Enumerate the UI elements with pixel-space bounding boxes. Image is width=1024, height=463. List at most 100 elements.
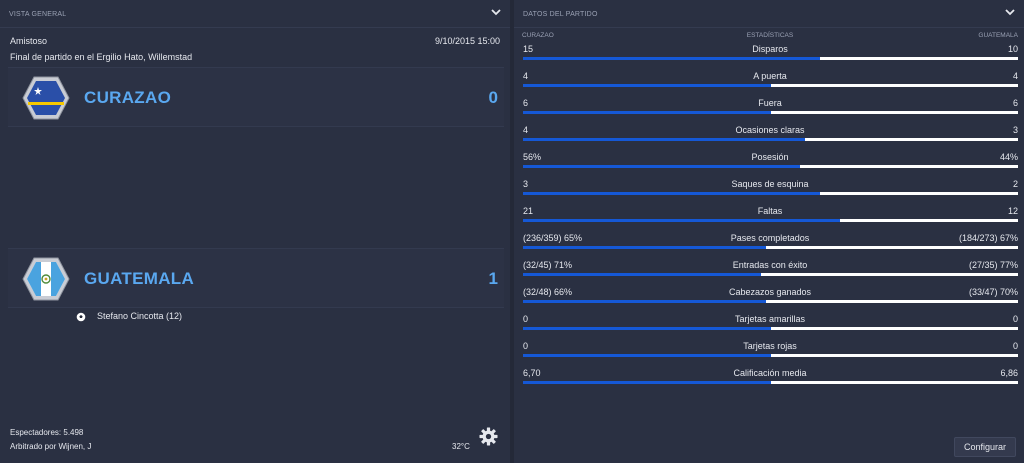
stat-row: A puerta 4 4	[522, 66, 1018, 93]
stat-home-share-fill	[523, 219, 840, 222]
stat-home-value: 4	[523, 125, 529, 135]
stat-label: Ocasiones claras	[735, 125, 805, 135]
configure-button[interactable]: Configurar	[954, 437, 1016, 457]
stat-comparison-bar	[523, 354, 1018, 357]
home-team-row[interactable]: CURAZAO 0	[8, 67, 504, 127]
stat-away-value: 10	[1007, 44, 1018, 54]
stat-home-value: (236/359) 65%	[523, 233, 583, 243]
overview-title: VISTA GENERAL	[9, 11, 67, 18]
stat-label: A puerta	[753, 71, 787, 81]
stat-row: Fuera 6 6	[522, 93, 1018, 120]
stat-home-share-fill	[523, 111, 771, 114]
stat-row: Faltas 21 12	[522, 201, 1018, 228]
home-column-label: CURAZAO	[522, 32, 554, 39]
stat-home-share-fill	[523, 273, 761, 276]
away-column-label: GUATEMALA	[978, 32, 1018, 39]
stat-home-value: 56%	[523, 152, 542, 162]
stat-row: Pases completados (236/359) 65% (184/273) …	[522, 228, 1018, 255]
stat-home-share-fill	[523, 138, 806, 141]
stat-home-value: 0	[523, 341, 529, 351]
stat-away-value: 0	[1012, 314, 1018, 324]
stat-home-value: 21	[523, 206, 534, 216]
stat-home-value: 15	[523, 44, 534, 54]
stat-label: Faltas	[757, 206, 783, 216]
football-icon	[76, 312, 86, 322]
stat-label: Posesión	[751, 152, 789, 162]
stat-home-share-fill	[523, 57, 820, 60]
stat-home-value: 6	[523, 98, 529, 108]
stat-comparison-bar	[523, 246, 1018, 249]
temperature-label: 32°C	[452, 442, 470, 451]
stat-home-value: 0	[523, 314, 529, 324]
scorer-name: Stefano Cincotta (12)	[97, 311, 183, 321]
stat-away-value: 6	[1012, 98, 1018, 108]
stat-home-value: (32/48) 66%	[523, 287, 573, 297]
referee-label: Arbitrado por Wijnen, J	[10, 442, 92, 451]
stat-comparison-bar	[523, 84, 1018, 87]
stat-label: Entradas con éxito	[732, 260, 808, 270]
stat-away-value: 12	[1007, 206, 1018, 216]
stat-row: Posesión 56% 44%	[522, 147, 1018, 174]
stat-label: Calificación media	[733, 368, 807, 378]
competition-label: Amistoso	[10, 36, 48, 46]
match-stats-panel: DATOS DEL PARTIDO CURAZAO ESTADÍSTICAS G…	[514, 0, 1024, 463]
stat-home-share-fill	[523, 165, 801, 168]
stat-home-share-fill	[523, 327, 771, 330]
venue-label: Final de partido en el Ergilio Hato, Wil…	[10, 52, 193, 62]
guatemala-flag-badge	[22, 257, 70, 301]
stat-row: Ocasiones claras 4 3	[522, 120, 1018, 147]
match-datetime: 9/10/2015 15:00	[434, 36, 500, 46]
overview-panel: VISTA GENERAL Amistoso 9/10/2015 15:00 F…	[0, 0, 510, 463]
home-team-score: 0	[488, 88, 498, 107]
match-stats-title: DATOS DEL PARTIDO	[523, 11, 598, 18]
stat-comparison-bar	[523, 138, 1018, 141]
stat-comparison-bar	[523, 273, 1018, 276]
stat-comparison-bar	[523, 165, 1018, 168]
stat-home-share-fill	[523, 246, 766, 249]
stat-row: Calificación media 6,70 6,86	[522, 363, 1018, 390]
chevron-down-icon[interactable]	[1004, 6, 1016, 18]
stat-label: Tarjetas rojas	[743, 341, 797, 351]
stat-row: Saques de esquina 3 2	[522, 174, 1018, 201]
stat-comparison-bar	[523, 219, 1018, 222]
stat-away-value: 44%	[999, 152, 1018, 162]
stat-home-share-fill	[523, 84, 771, 87]
stat-label: Fuera	[758, 98, 782, 108]
stat-away-value: (184/273) 67%	[958, 233, 1018, 243]
stat-home-share-fill	[523, 354, 771, 357]
stat-away-value: 0	[1012, 341, 1018, 351]
stat-label: Tarjetas amarillas	[734, 314, 806, 324]
away-team-row[interactable]: GUATEMALA 1	[8, 248, 504, 308]
home-team-name[interactable]: CURAZAO	[84, 88, 172, 107]
stat-away-value: 6,86	[1000, 368, 1018, 378]
stat-away-value: (33/47) 70%	[968, 287, 1018, 297]
stat-home-value: 3	[523, 179, 529, 189]
stat-row: Entradas con éxito (32/45) 71% (27/35) 77%	[522, 255, 1018, 282]
stat-home-share-fill	[523, 300, 766, 303]
attendance-label: Espectadores: 5.498	[10, 428, 84, 437]
stat-home-value: 6,70	[523, 368, 541, 378]
curazao-flag-badge	[22, 76, 70, 120]
stat-label: Cabezazos ganados	[728, 287, 812, 297]
stat-label: Saques de esquina	[731, 179, 809, 189]
stat-label: Pases completados	[730, 233, 810, 243]
stat-away-value: (27/35) 77%	[968, 260, 1018, 270]
stats-column-label: ESTADÍSTICAS	[746, 32, 794, 39]
stat-comparison-bar	[523, 57, 1018, 60]
stat-comparison-bar	[523, 300, 1018, 303]
stat-away-value: 4	[1012, 71, 1018, 81]
chevron-down-icon[interactable]	[490, 6, 502, 18]
stat-comparison-bar	[523, 111, 1018, 114]
away-team-name[interactable]: GUATEMALA	[84, 269, 195, 288]
stat-comparison-bar	[523, 192, 1018, 195]
stat-row: Tarjetas amarillas 0 0	[522, 309, 1018, 336]
away-team-score: 1	[488, 269, 498, 288]
stat-away-value: 3	[1012, 125, 1018, 135]
stat-away-value: 2	[1012, 179, 1018, 189]
gear-icon[interactable]	[479, 427, 498, 446]
stat-home-share-fill	[523, 192, 820, 195]
stats-column-headers: CURAZAO ESTADÍSTICAS GUATEMALA	[522, 30, 1018, 42]
stat-comparison-bar	[523, 327, 1018, 330]
stat-comparison-bar	[523, 381, 1018, 384]
stat-row: Tarjetas rojas 0 0	[522, 336, 1018, 363]
